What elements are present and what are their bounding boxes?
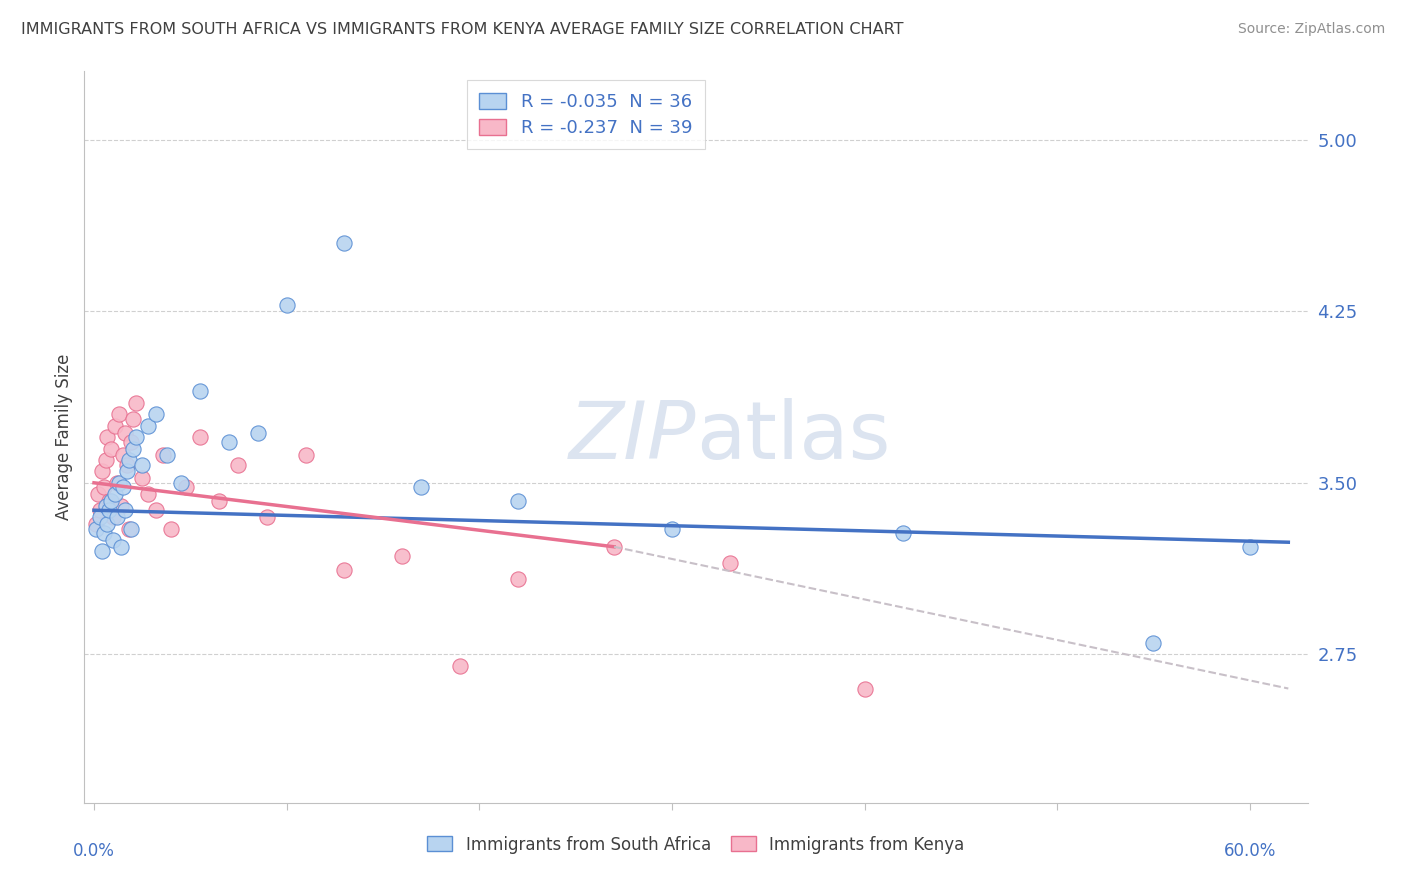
Y-axis label: Average Family Size: Average Family Size — [55, 354, 73, 520]
Point — [853, 681, 876, 696]
Point — [93, 480, 115, 494]
Point — [661, 521, 683, 535]
Point — [246, 425, 269, 440]
Point — [125, 396, 148, 410]
Point — [718, 556, 741, 570]
Point — [276, 297, 298, 311]
Point — [98, 503, 121, 517]
Point — [506, 494, 529, 508]
Point — [256, 510, 278, 524]
Point — [125, 430, 148, 444]
Point — [891, 526, 914, 541]
Point — [295, 448, 318, 462]
Point — [218, 434, 240, 449]
Point — [103, 533, 125, 547]
Point — [121, 412, 143, 426]
Point — [103, 510, 125, 524]
Point — [100, 442, 122, 456]
Point — [100, 494, 122, 508]
Point — [87, 487, 110, 501]
Point — [84, 516, 107, 531]
Point — [111, 448, 134, 462]
Legend: Immigrants from South Africa, Immigrants from Kenya: Immigrants from South Africa, Immigrants… — [420, 829, 972, 860]
Point — [93, 526, 115, 541]
Point — [333, 235, 356, 250]
Point — [136, 418, 159, 433]
Point — [136, 487, 159, 501]
Point — [96, 516, 118, 531]
Point — [228, 458, 250, 472]
Point — [108, 407, 131, 421]
Text: ZIP: ZIP — [568, 398, 696, 476]
Point — [160, 521, 183, 535]
Point — [411, 480, 433, 494]
Point — [1142, 636, 1164, 650]
Text: 60.0%: 60.0% — [1223, 842, 1277, 860]
Point — [115, 458, 138, 472]
Point — [105, 475, 128, 490]
Point — [1239, 540, 1261, 554]
Point — [603, 540, 626, 554]
Point — [118, 521, 141, 535]
Point — [152, 448, 174, 462]
Point — [145, 503, 167, 517]
Point — [120, 434, 142, 449]
Point — [89, 503, 111, 517]
Point — [114, 503, 136, 517]
Point — [84, 521, 107, 535]
Point — [94, 453, 117, 467]
Point — [118, 453, 141, 467]
Point — [131, 458, 153, 472]
Point — [96, 430, 118, 444]
Point — [131, 471, 153, 485]
Point — [104, 418, 127, 433]
Point — [176, 480, 198, 494]
Point — [121, 442, 143, 456]
Point — [170, 475, 193, 490]
Point — [105, 510, 128, 524]
Point — [104, 487, 127, 501]
Point — [98, 494, 121, 508]
Point — [110, 540, 132, 554]
Text: atlas: atlas — [696, 398, 890, 476]
Point — [111, 480, 134, 494]
Point — [506, 572, 529, 586]
Point — [156, 448, 179, 462]
Point — [449, 658, 471, 673]
Point — [391, 549, 413, 563]
Point — [114, 425, 136, 440]
Point — [108, 475, 131, 490]
Point — [333, 563, 356, 577]
Point — [110, 499, 132, 513]
Point — [94, 499, 117, 513]
Text: 0.0%: 0.0% — [73, 842, 115, 860]
Point — [145, 407, 167, 421]
Point — [90, 544, 112, 558]
Text: IMMIGRANTS FROM SOUTH AFRICA VS IMMIGRANTS FROM KENYA AVERAGE FAMILY SIZE CORREL: IMMIGRANTS FROM SOUTH AFRICA VS IMMIGRAN… — [21, 22, 904, 37]
Point — [188, 430, 211, 444]
Point — [120, 521, 142, 535]
Text: Source: ZipAtlas.com: Source: ZipAtlas.com — [1237, 22, 1385, 37]
Point — [90, 464, 112, 478]
Point — [208, 494, 231, 508]
Point — [188, 384, 211, 399]
Point — [115, 464, 138, 478]
Point — [89, 510, 111, 524]
